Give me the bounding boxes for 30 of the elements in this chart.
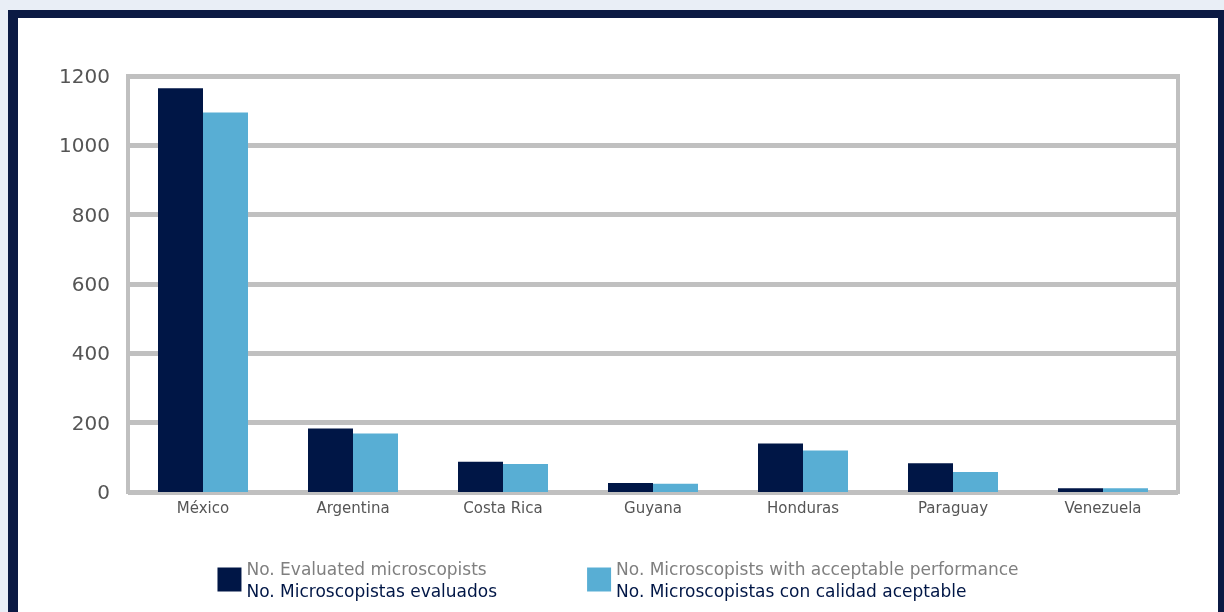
x-tick-label: Guyana [624,498,682,517]
bar [1058,488,1103,492]
y-tick-label: 600 [71,272,110,296]
bar [158,88,203,492]
bar [308,428,353,492]
bar [803,450,848,492]
bar [1103,488,1148,492]
legend-label: No. Evaluated microscopists No. Microscopistas evaluados [246,558,498,601]
bar [653,483,698,492]
bar [953,471,998,492]
y-tick-label: 400 [71,341,110,366]
bar [758,443,803,492]
bar [908,463,953,492]
x-tick-label: Venezuela [1064,498,1142,517]
x-tick-label: Argentina [316,498,390,517]
x-tick-label: Costa Rica [463,498,543,517]
x-tick-label: México [176,498,230,517]
x-tick-label: Paraguay [917,498,989,517]
legend-label: No. Microscopists with acceptable performance No. Microscopistas con calidad aceptable [616,558,1019,601]
bar [608,482,653,492]
y-tick-label: 800 [71,202,110,227]
bar [503,463,548,492]
bar [458,461,503,492]
y-tick-label: 200 [71,410,110,435]
bar [353,433,398,492]
y-tick-label: 1200 [59,64,110,88]
bar [203,112,248,492]
y-tick-label: 1000 [59,133,110,158]
y-tick-label: 0 [97,480,110,504]
x-tick-label: Honduras [766,498,840,517]
